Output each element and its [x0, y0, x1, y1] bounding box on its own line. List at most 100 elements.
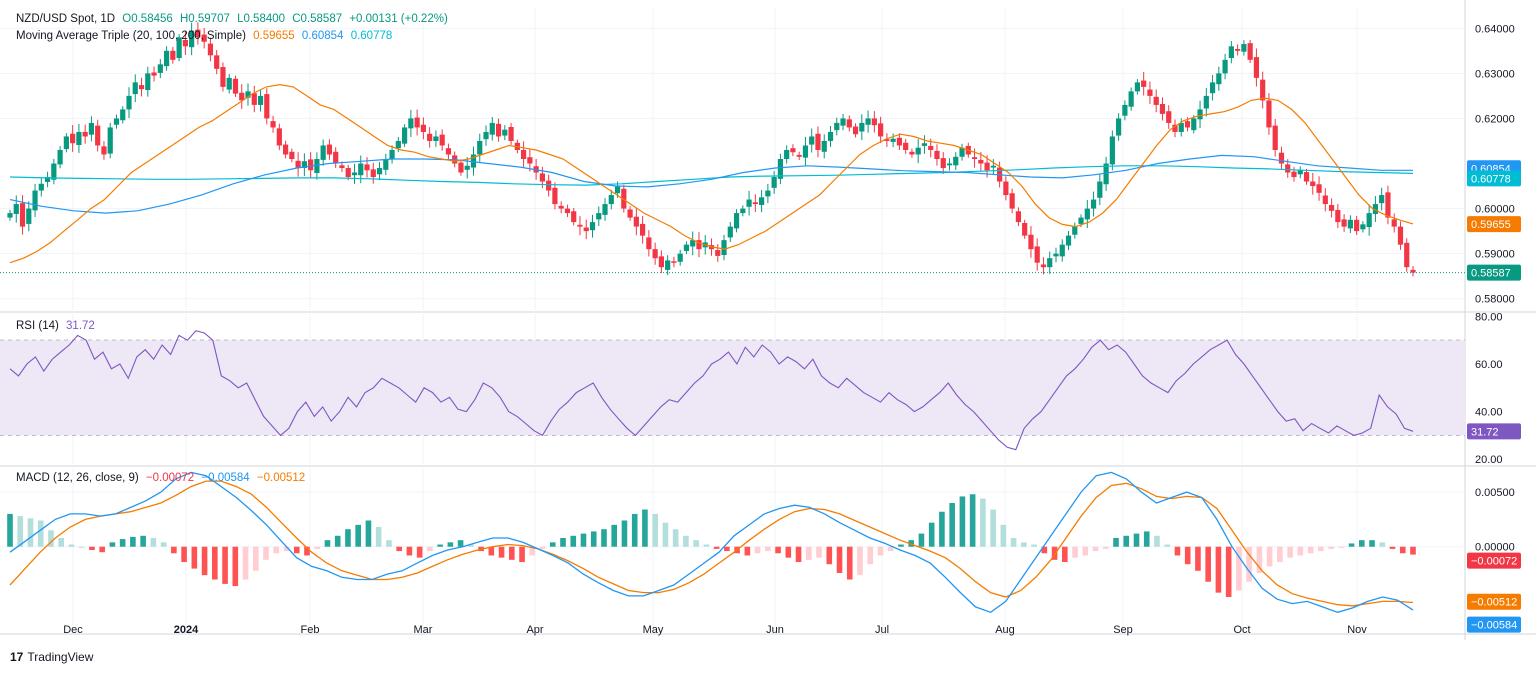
macd-histogram-bar: [386, 540, 392, 547]
candle-body: [7, 213, 13, 218]
macd-histogram-bar: [826, 546, 833, 565]
macd-histogram-bar: [1348, 543, 1355, 547]
brand-name: TradingView: [27, 650, 94, 664]
price-axis-tick-label: 0.62000: [1475, 113, 1515, 125]
candle-body: [1059, 244, 1065, 257]
macd-histogram-bar: [99, 546, 105, 553]
candle-body: [364, 164, 370, 171]
macd-histogram-bar: [529, 546, 536, 556]
candle-body: [1191, 118, 1197, 131]
price-axis-tick-label: 0.64000: [1475, 23, 1515, 35]
candle-body: [314, 159, 320, 173]
candle-body: [821, 140, 827, 152]
macd-histogram-bar: [918, 533, 925, 547]
candle-body: [1235, 49, 1241, 51]
candle-body: [671, 261, 677, 263]
candle-body: [508, 126, 514, 141]
macd-histogram-bar: [570, 535, 577, 547]
candle-body: [1322, 195, 1328, 205]
macd-histogram-bar: [908, 540, 914, 547]
candle-body: [1216, 73, 1222, 85]
candle-body: [790, 148, 796, 153]
candle-body: [32, 190, 38, 211]
macd-histogram-bar: [58, 537, 65, 547]
candle-body: [1253, 57, 1260, 78]
tradingview-brand[interactable]: 17 TradingView: [10, 650, 93, 664]
macd-hist-badge: [1467, 552, 1521, 569]
macd-histogram-bar: [427, 546, 433, 552]
macd-line-value: −0.00584: [201, 472, 250, 484]
time-axis-tick-label: Nov: [1347, 624, 1367, 636]
candle-body: [1153, 96, 1159, 105]
macd-histogram-bar: [683, 535, 689, 547]
price-axis-tick-label: 0.58000: [1475, 294, 1515, 306]
rsi-band: [0, 340, 1465, 436]
candle-body: [677, 253, 683, 262]
candle-body: [414, 117, 420, 128]
macd-histogram-bar: [293, 546, 300, 554]
candle-body: [878, 123, 884, 137]
ma20-badge-text: 0.59655: [1471, 219, 1511, 231]
candle-body: [953, 156, 959, 166]
candle-body: [458, 162, 464, 173]
candle-body: [727, 226, 733, 238]
candle-body: [909, 151, 915, 155]
candle-body: [608, 195, 614, 205]
macd-histogram-bar: [1184, 546, 1191, 565]
candle-body: [251, 93, 257, 105]
macd-histogram-bar: [1338, 546, 1345, 548]
macd-pane: [7, 471, 1416, 614]
macd-histogram-bar: [1113, 537, 1119, 547]
candle-body: [715, 250, 721, 256]
macd-histogram-bar: [468, 544, 474, 547]
moving-average-lines: [0, 83, 1465, 274]
candle-body: [815, 133, 821, 150]
symbol-label[interactable]: NZD/USD Spot, 1D: [16, 13, 116, 25]
macd-histogram-bar: [1307, 546, 1314, 554]
candle-body: [464, 165, 470, 170]
macd-label[interactable]: MACD (12, 26, close, 9): [16, 472, 139, 484]
macd-histogram-bar: [560, 537, 566, 547]
price-legend: NZD/USD Spot, 1D O0.58456 H0.59707 L0.58…: [16, 13, 452, 25]
macd-histogram-bar: [724, 546, 730, 552]
macd-histogram-bar: [1041, 546, 1048, 554]
candle-body: [26, 208, 32, 224]
candle-body: [771, 177, 777, 188]
macd-histogram-bar: [130, 536, 136, 547]
macd-histogram-bar: [519, 546, 525, 563]
candle-body: [946, 163, 953, 166]
candle-body: [1341, 219, 1347, 227]
macd-histogram-bar: [795, 546, 802, 563]
macd-signal-badge: [1467, 593, 1521, 610]
macd-legend: MACD (12, 26, close, 9) −0.00072 −0.0058…: [16, 472, 309, 484]
candle-body: [640, 223, 646, 236]
candle-body: [151, 72, 157, 76]
candle-body: [63, 136, 69, 150]
macd-histogram-bar: [928, 522, 935, 547]
macd-histogram-bar: [765, 546, 771, 552]
macd-histogram-bar: [416, 546, 423, 558]
candle-body: [19, 203, 26, 227]
macd-histogram-bar: [263, 546, 269, 560]
candle-body: [971, 157, 978, 159]
macd-line-badge: [1467, 616, 1521, 633]
macd-histogram-bar: [1369, 540, 1375, 547]
macd-histogram-bar: [754, 546, 761, 554]
grid-layer: [0, 0, 1536, 640]
ma-label[interactable]: Moving Average Triple (20, 100, 200, Sim…: [16, 30, 246, 42]
candle-body: [170, 50, 176, 60]
candle-body: [477, 140, 483, 155]
candle-body: [88, 122, 95, 135]
last-price-badge: [1467, 264, 1521, 281]
macd-histogram-bar: [334, 535, 341, 547]
change-value: +0.00131 (+0.22%): [349, 13, 448, 25]
macd-histogram-bar: [396, 546, 402, 552]
candle-body: [470, 154, 477, 168]
candle-body: [539, 173, 545, 182]
rsi-axis-tick-label: 20.00: [1475, 454, 1503, 466]
macd-histogram-bar: [17, 516, 24, 547]
macd-histogram-bar: [939, 511, 945, 547]
macd-histogram-bar: [693, 540, 699, 547]
rsi-label[interactable]: RSI (14): [16, 320, 59, 332]
